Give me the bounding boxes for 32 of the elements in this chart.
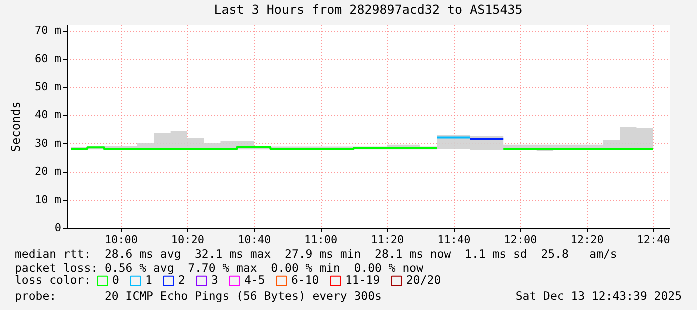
legend-label: 3 [212,273,218,288]
y-tick-label: 10 m [35,193,62,206]
legend-label: 1 [146,273,152,288]
x-tick-label: 12:20 [570,234,604,246]
y-tick-label: 30 m [35,136,62,150]
x-tick-label: 12:00 [504,234,538,246]
text: median rtt: 28.6 ms avg 32.1 ms max 27.9 ms min 28.1 ms now 1.1 ms sd 25.8 am/s [15,247,618,261]
x-tick-label: 11:20 [371,234,404,246]
legend-label: 11-19 [346,273,380,288]
legend-label: 20/20 [406,273,442,288]
y-axis-title: Seconds [9,102,24,152]
legend-label: 0 [112,273,120,288]
x-tick-label: 10:20 [171,234,205,246]
legend-title: loss color: [15,273,92,287]
legend-label: 2 [178,273,186,288]
legend-label: 6-10 [292,273,320,288]
y-tick-label: 70 m [35,24,62,38]
y-tick-label: 40 m [35,108,62,122]
y-tick-label: 50 m [35,80,62,94]
x-tick-label: 11:40 [438,234,471,246]
x-tick-label: 11:00 [304,234,338,246]
legend-label: 4-5 [244,273,266,288]
y-tick-label: 60 m [35,52,62,66]
chart-title: Last 3 Hours from 2829897acd32 to AS15435 [214,2,523,18]
text: packet loss: 0.56 % avg 7.70 % max 0.00 % min 0.00 % now [15,261,424,275]
x-tick-label: 10:00 [104,234,138,246]
x-tick-label: 12:40 [637,234,670,246]
text: Sat Dec 13 12:43:39 2025 [516,289,682,303]
y-tick-label: 20 m [35,165,62,178]
text: probe: 20 ICMP Echo Pings (56 Bytes) every 300s [15,289,382,303]
y-tick-label: 0 [54,222,62,234]
x-tick-label: 10:40 [238,234,272,246]
